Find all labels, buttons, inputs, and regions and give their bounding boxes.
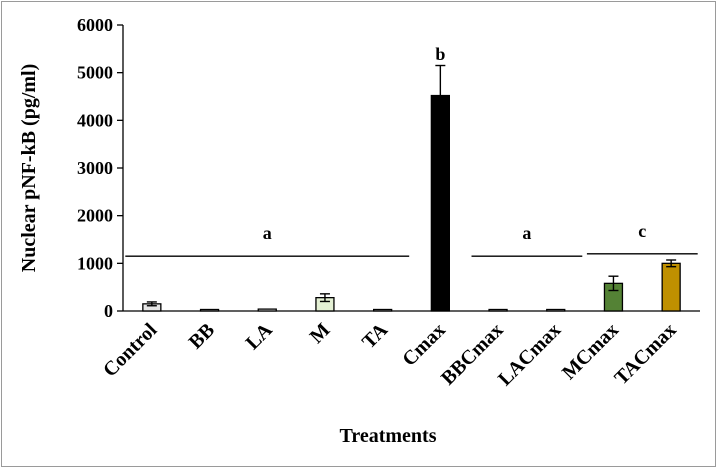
bar-cmax — [430, 94, 451, 312]
x-tick-label-cmax: Cmax — [398, 319, 450, 371]
y-tick-label: 5000 — [77, 63, 113, 83]
y-tick-label: 1000 — [77, 253, 113, 273]
bar-ta — [372, 308, 393, 312]
x-axis-label: Treatments — [339, 425, 436, 447]
y-axis-label: Nuclear pNF-kB (pg/ml) — [18, 64, 40, 273]
x-tick-label-tacmax: TACmax — [610, 319, 680, 389]
significance-letter: a — [522, 223, 531, 243]
bar-bbcmax — [488, 308, 508, 312]
y-tick-label: 6000 — [77, 15, 113, 35]
significance-letter: b — [435, 44, 445, 64]
y-tick-label: 0 — [104, 301, 113, 321]
significance-letter: a — [263, 223, 272, 243]
x-tick-label-ta: TA — [358, 319, 393, 354]
y-tick-label: 2000 — [77, 206, 113, 226]
axes — [122, 25, 700, 312]
bar-la — [257, 308, 277, 312]
x-tick-label-la: LA — [242, 319, 278, 355]
bar-tacmax — [661, 262, 681, 312]
bar-bb — [199, 308, 220, 312]
y-tick-label: 4000 — [77, 110, 113, 130]
x-tick-label-m: M — [306, 319, 335, 348]
y-tick-label: 3000 — [77, 158, 113, 178]
error-bars — [146, 64, 677, 307]
x-tick-label-control: Control — [99, 319, 162, 382]
x-axis-tick-labels: Control BB LA M TA CmaxBBCmaxLACmaxMCmaxTACma… — [99, 319, 681, 391]
bar-lacmax — [546, 308, 566, 312]
y-axis-ticks: 0 1000 2000 3000 4000 5000 6000 — [77, 15, 123, 321]
significance-letter: c — [638, 221, 646, 241]
x-tick-label-bb: BB — [185, 319, 219, 353]
x-tick-label-lacmax: LACmax — [494, 319, 565, 390]
significance-annotations: a b a c — [125, 44, 698, 257]
bars — [142, 94, 681, 312]
